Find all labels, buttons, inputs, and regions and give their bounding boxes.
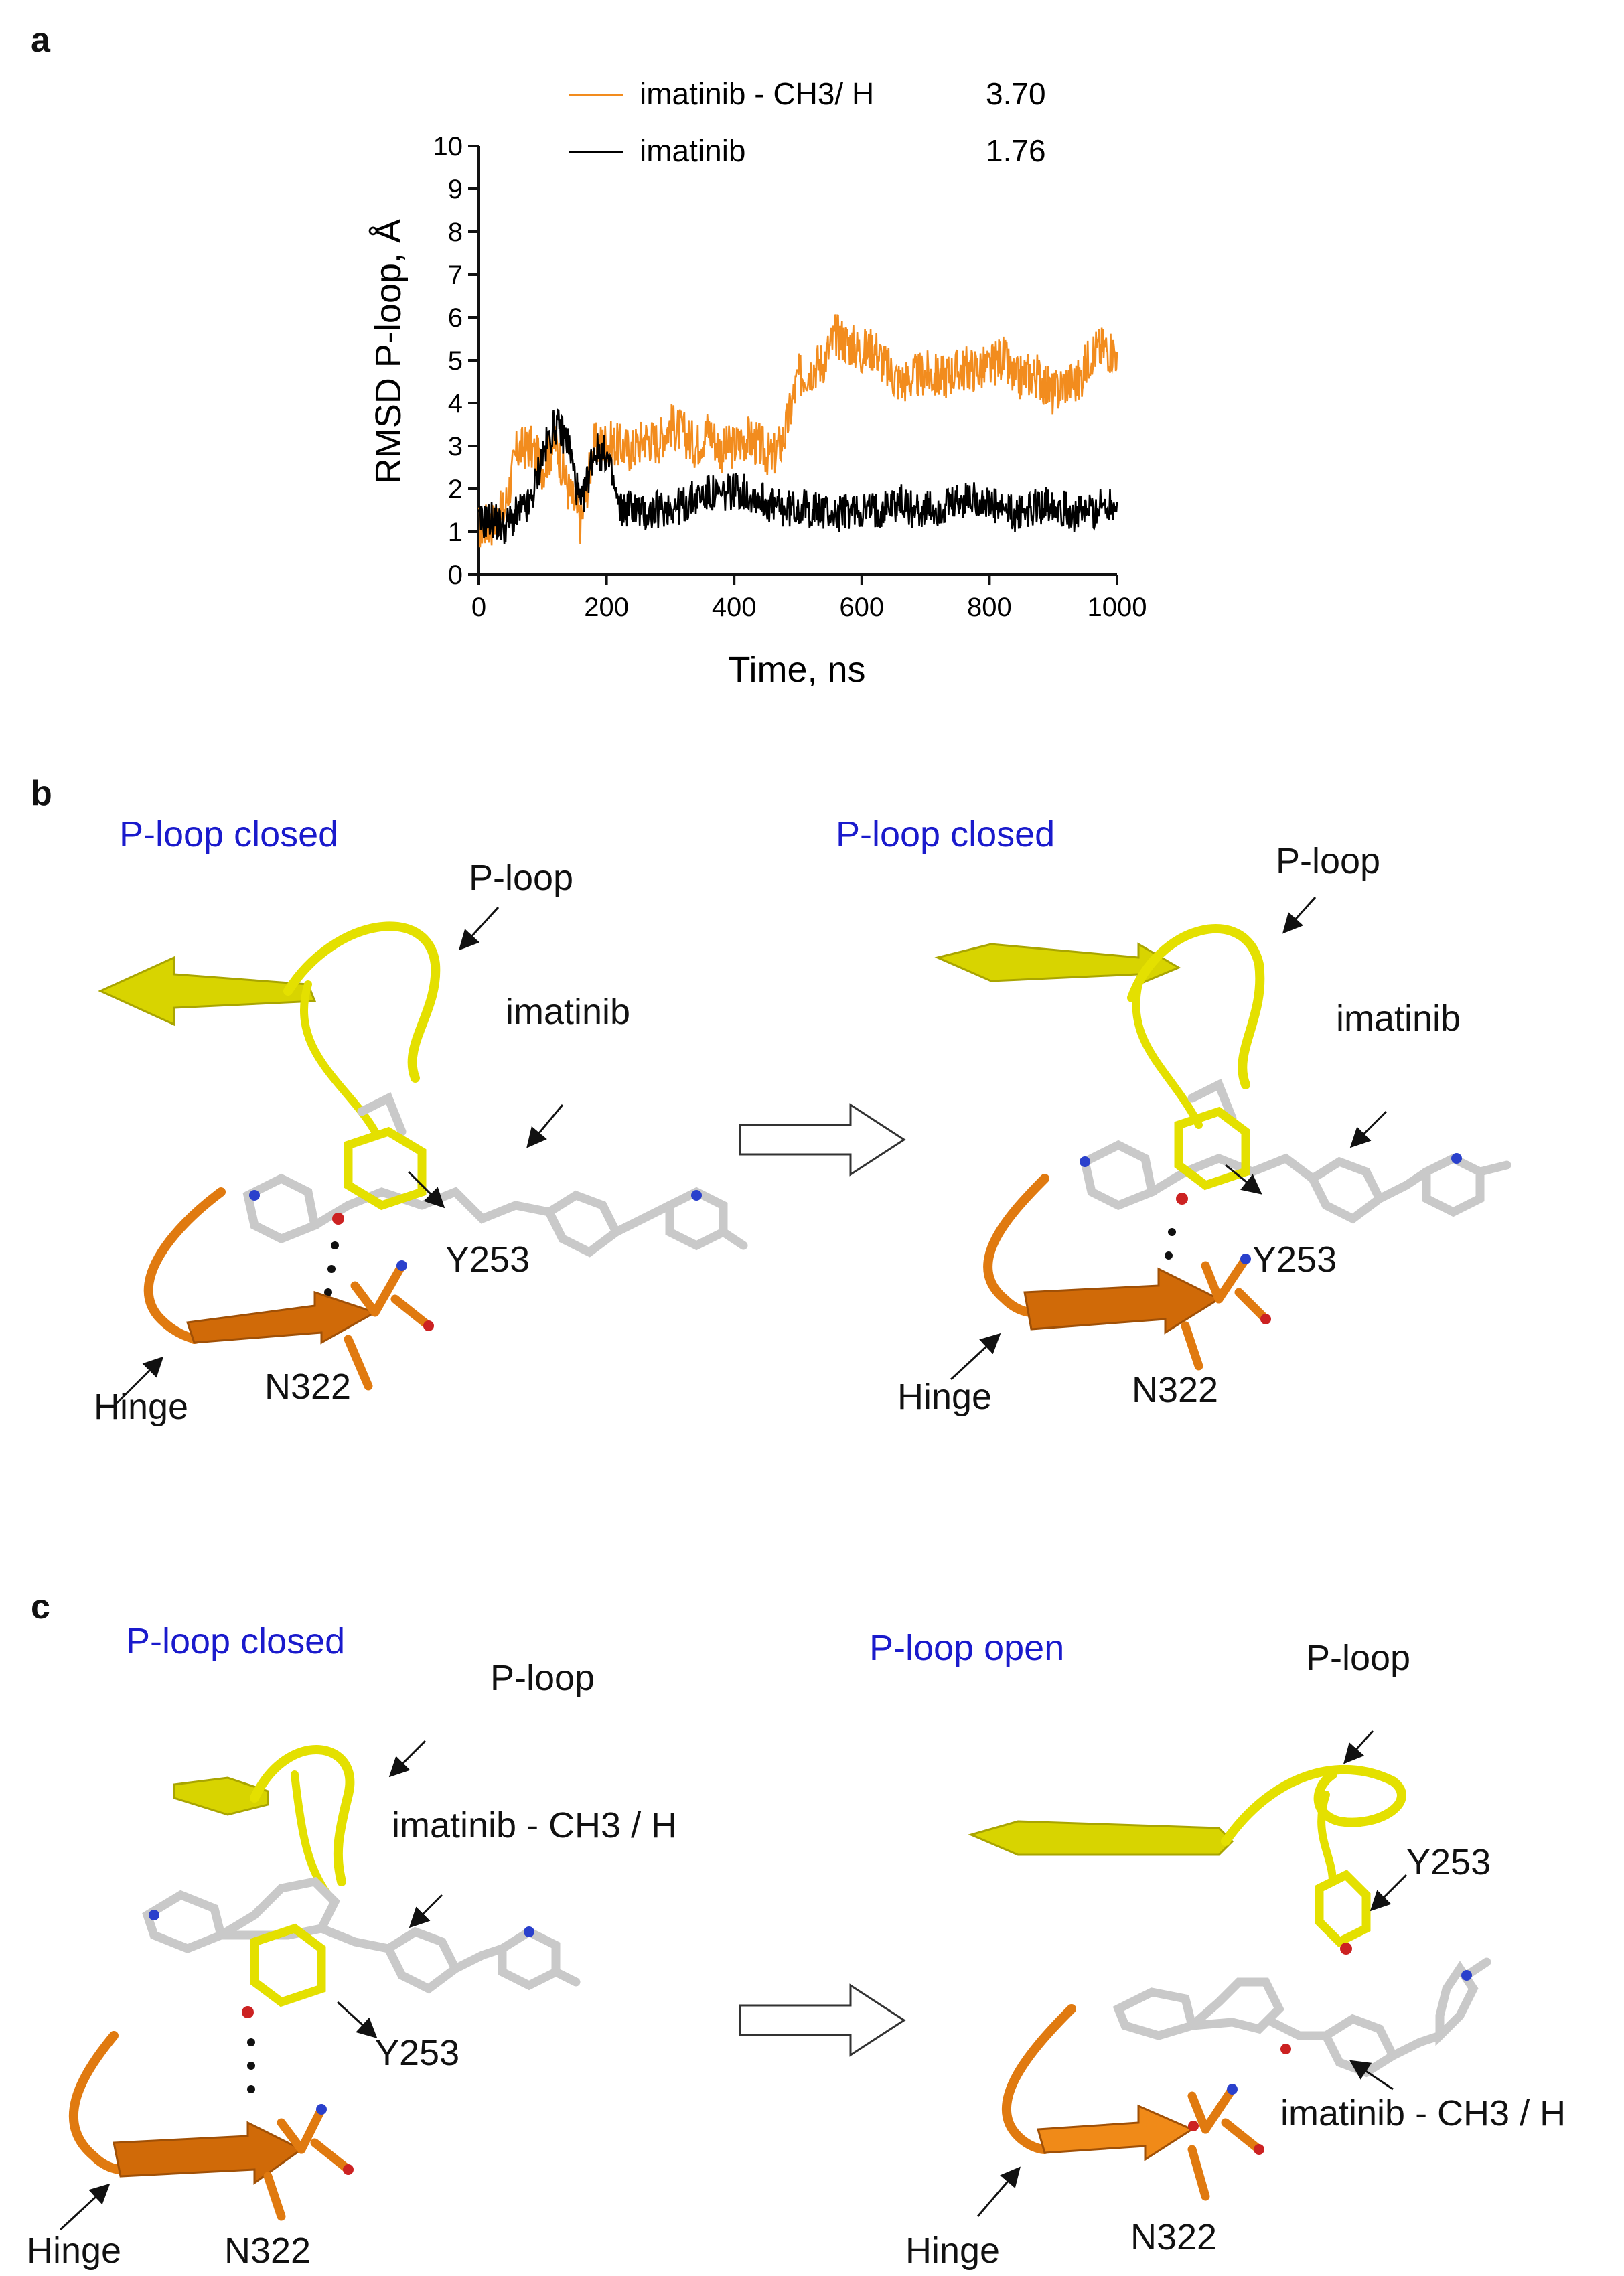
- y-tick-label: 4: [448, 389, 463, 419]
- panel-c-left-asn-label: N322: [224, 2230, 311, 2271]
- legend-entry-value: 3.70: [986, 76, 1046, 111]
- rmsd-chart: 0 1 2 3 4 5 6 7 8 9 10 0 200 400 600 800 1000 imatinib -…: [368, 76, 1147, 690]
- asn322-sticks: [344, 1261, 433, 1391]
- yellow-beta-strand: [968, 1820, 1234, 1856]
- panel-c-right-hinge-label: Hinge: [905, 2230, 1001, 2271]
- yellow-beta-strand: [98, 956, 317, 1027]
- panel-c-left-tyr-label: Y253: [375, 2033, 460, 2073]
- hbond-dots: [324, 1241, 339, 1296]
- panel-b-right-structure: [934, 896, 1511, 1381]
- p-loop-ribbon: [250, 1745, 355, 1886]
- panel-b-left-ligand-label: imatinib: [506, 992, 631, 1032]
- panel-b-left-asn-label: N322: [265, 1367, 352, 1407]
- y-tick-label: 3: [448, 432, 463, 461]
- p-loop-ribbon: [1221, 1764, 1406, 1846]
- panel-c-letter: c: [31, 1588, 50, 1626]
- y-tick-label: 7: [448, 260, 463, 290]
- panel-b-right-state: P-loop closed: [836, 814, 1055, 854]
- panel-c-structures: [59, 1730, 1491, 2231]
- y-tick-label: 8: [448, 218, 463, 247]
- panel-c-right-state: P-loop open: [869, 1628, 1065, 1668]
- transition-arrow: [739, 1103, 906, 1177]
- x-tick-label: 200: [584, 593, 629, 622]
- panel-b-left-structure: [98, 906, 748, 1408]
- legend-entry-name: imatinib - CH3/ H: [640, 76, 874, 111]
- p-loop-ribbon: [283, 921, 441, 1083]
- x-tick-label: 0: [471, 593, 486, 622]
- panel-b-left-ploop-label: P-loop: [469, 858, 574, 898]
- panel-c-right-ploop-label: P-loop: [1306, 1638, 1411, 1678]
- y-tick-label: 10: [433, 132, 463, 161]
- oxygen-atom: [332, 1213, 344, 1225]
- hinge-strand: [1023, 1267, 1222, 1335]
- panel-b-right-ligand-label: imatinib: [1336, 998, 1461, 1039]
- p-loop-ribbon: [1127, 924, 1265, 1089]
- transition-arrow: [739, 1983, 906, 2057]
- panel-b-left-state: P-loop closed: [119, 814, 339, 854]
- hinge-loop: [143, 1187, 226, 1344]
- yellow-beta-strand: [173, 1776, 269, 1816]
- yellow-beta-strand: [934, 942, 1181, 986]
- hinge-loop: [68, 2031, 125, 2174]
- panel-b-structures: [98, 896, 1511, 1408]
- x-tick-label: 600: [839, 593, 884, 622]
- hinge-loop: [983, 1174, 1049, 1317]
- panel-b-right-ploop-label: P-loop: [1276, 841, 1381, 881]
- chart-series: [477, 314, 1118, 548]
- panel-a-letter: a: [31, 21, 50, 60]
- series-line-imatinib-ch3-h: [477, 314, 1118, 548]
- panel-c-left-state: P-loop closed: [126, 1621, 346, 1661]
- hinge-strand: [113, 2121, 303, 2185]
- panel-c-right-tyr-label: Y253: [1406, 1842, 1491, 1882]
- panel-c-left-ploop-label: P-loop: [490, 1658, 595, 1698]
- y-tick-label: 0: [448, 560, 463, 590]
- x-tick-label: 400: [712, 593, 757, 622]
- panel-c-right-structure: [968, 1730, 1491, 2217]
- imatinib-sticks: [242, 1092, 748, 1258]
- legend-entry-name: imatinib: [640, 133, 746, 168]
- panel-b-letter: b: [31, 774, 52, 813]
- legend-entry-value: 1.76: [986, 133, 1046, 168]
- panel-c-left-structure: [59, 1740, 581, 2231]
- panel-b-left-tyr-label: Y253: [445, 1239, 530, 1280]
- y-tick-label: 9: [448, 175, 463, 204]
- panel-b-right-tyr-label: Y253: [1252, 1239, 1337, 1280]
- panel-c-left-hinge-label: Hinge: [27, 2230, 122, 2271]
- hinge-strand: [186, 1290, 378, 1345]
- y-tick-label: 2: [448, 475, 463, 504]
- y-tick-label: 1: [448, 518, 463, 547]
- series-line-imatinib: [477, 408, 1118, 545]
- panel-c-left-ligand-label: imatinib - CH3 / H: [392, 1805, 678, 1845]
- chart-legend: imatinib - CH3/ H 3.70 imatinib 1.76: [569, 76, 1046, 168]
- panel-c-right-ligand-label: imatinib - CH3 / H: [1280, 2093, 1566, 2133]
- panel-b-right-asn-label: N322: [1132, 1370, 1219, 1410]
- chart-axes: 0 1 2 3 4 5 6 7 8 9 10 0 200 400 600 800 1000: [433, 132, 1147, 622]
- hinge-strand: [1037, 2104, 1195, 2161]
- x-axis-label: Time, ns: [728, 650, 865, 690]
- tyr253-ring: [344, 1126, 427, 1211]
- panel-c-right-asn-label: N322: [1130, 2217, 1217, 2257]
- hinge-loop: [1001, 2004, 1076, 2154]
- y-tick-label: 5: [448, 346, 463, 376]
- y-axis-label: RMSD P-loop, Å: [368, 219, 409, 484]
- x-tick-label: 800: [967, 593, 1012, 622]
- x-tick-label: 1000: [1088, 593, 1147, 622]
- y-tick-label: 6: [448, 303, 463, 333]
- panel-b-right-hinge-label: Hinge: [897, 1377, 992, 1417]
- panel-b-left-hinge-label: Hinge: [94, 1387, 189, 1427]
